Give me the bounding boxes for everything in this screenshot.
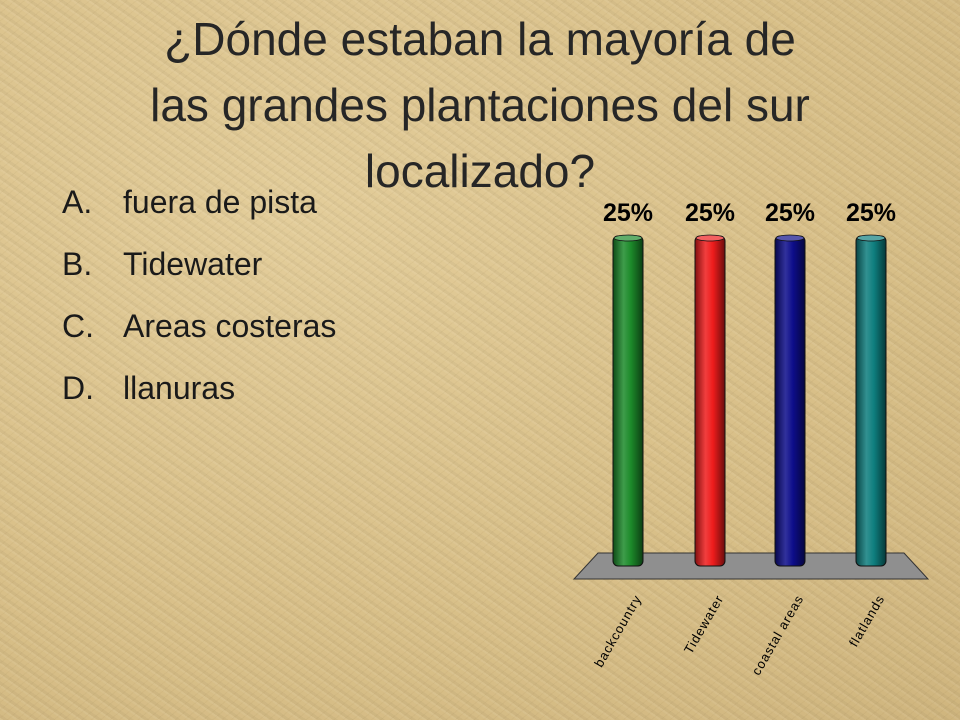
category-label: flatlands bbox=[846, 592, 888, 649]
option-letter: C. bbox=[62, 308, 94, 344]
option-text: llanuras bbox=[123, 370, 236, 406]
title-line-3: localizado? bbox=[364, 145, 596, 197]
option-letter: A. bbox=[62, 184, 93, 220]
title-line-2: las grandes plantaciones del sur bbox=[150, 79, 810, 131]
bar-backcountry bbox=[612, 235, 644, 567]
bar-cap bbox=[613, 234, 643, 242]
data-label: 25% bbox=[603, 199, 653, 227]
slide-title: ¿Dónde estaban la mayoría de las grandes… bbox=[20, 6, 940, 204]
bar-cap bbox=[775, 234, 805, 242]
option-letter: D. bbox=[62, 370, 94, 406]
data-label: 25% bbox=[846, 199, 896, 227]
option-text: Areas costeras bbox=[123, 308, 337, 344]
bar-cap bbox=[695, 234, 725, 242]
category-label: coastal areas bbox=[748, 592, 806, 678]
data-label: 25% bbox=[685, 199, 735, 227]
bar-coastal-areas bbox=[774, 235, 806, 567]
option-letter: B. bbox=[62, 246, 93, 282]
chart-floor bbox=[572, 552, 930, 580]
bar-flatlands bbox=[855, 235, 887, 567]
bar-tidewater bbox=[694, 235, 726, 567]
data-label: 25% bbox=[765, 199, 815, 227]
category-label: backcountry bbox=[591, 592, 645, 670]
option-text: Tidewater bbox=[123, 246, 263, 282]
category-label: Tidewater bbox=[681, 592, 727, 656]
title-line-1: ¿Dónde estaban la mayoría de bbox=[164, 13, 796, 65]
bar-cap bbox=[856, 234, 886, 242]
option-text: fuera de pista bbox=[123, 184, 317, 220]
